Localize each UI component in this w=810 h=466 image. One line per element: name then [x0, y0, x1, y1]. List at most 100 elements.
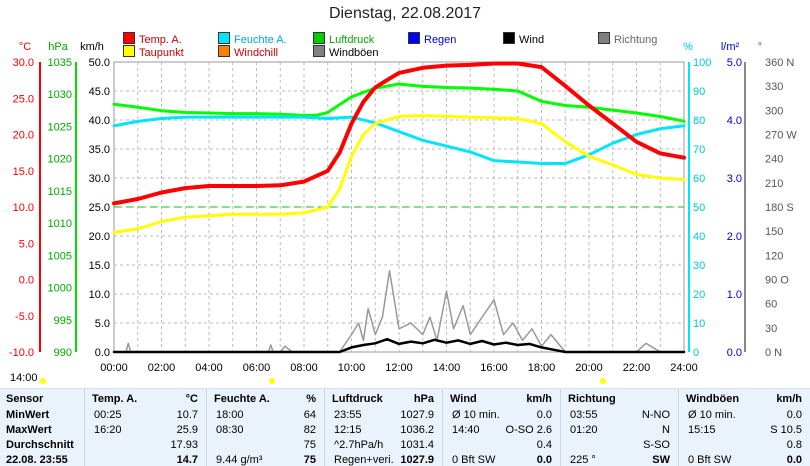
- wind-cell-label: 0 Bft SW: [452, 454, 496, 466]
- x-tick: 10:00: [338, 362, 366, 374]
- legend-item-pressure[interactable]: Luftdruck: [313, 32, 374, 46]
- press-header: Luftdruck: [332, 393, 383, 405]
- dir-cell-label: 225 °: [570, 454, 596, 466]
- pressure-tick: 990: [54, 347, 72, 359]
- pressure-tick: 1035: [48, 57, 72, 69]
- hum-column: Feuchte A.% 18:00 64 08:30 82 75 9.44 g/m³ 75: [206, 389, 325, 466]
- hum-cell-value: 64: [303, 409, 316, 421]
- legend-item-temp[interactable]: Temp. A.: [123, 32, 182, 46]
- humidity-tick: 90: [693, 86, 705, 98]
- dir-cell-label: 01:20: [570, 424, 598, 436]
- row-label-current: 22.08. 23:55: [6, 454, 68, 466]
- wind-tick: 40.0: [89, 115, 110, 127]
- direction-tick: 30: [765, 323, 777, 335]
- pressure-tick: 1010: [48, 218, 72, 230]
- direction-tick: 300: [765, 105, 783, 117]
- legend-label-windchill: Windchill: [234, 47, 279, 59]
- wind-cell-label: Ø 10 min.: [452, 409, 500, 421]
- temp-tick: 20.0: [13, 130, 34, 142]
- temp-cell-value: 25.9: [176, 424, 198, 436]
- gust-cell-label: 0 Bft SW: [688, 454, 732, 466]
- legend-label-pressure: Luftdruck: [329, 34, 375, 46]
- direction-tick: 210: [765, 178, 783, 190]
- temp-cell-label: 16:20: [94, 424, 122, 436]
- direction-unit-label: °: [758, 41, 762, 53]
- legend-label-dewpoint: Taupunkt: [139, 47, 184, 59]
- time-scrubber: 14:00: [10, 372, 606, 384]
- temp-tick: 15.0: [13, 166, 34, 178]
- temp-cell-value: 10.7: [176, 409, 198, 421]
- legend-swatch-temp: [123, 32, 135, 44]
- series-wind: [112, 337, 686, 354]
- humidity-tick: 70: [693, 144, 705, 156]
- direction-tick: 60: [765, 299, 777, 311]
- legend-label-humidity: Feuchte A.: [234, 34, 287, 46]
- hum-header: Feuchte A.: [214, 393, 270, 405]
- humidity-tick: 10: [693, 318, 705, 330]
- press-cell-value: 1027.9: [400, 409, 434, 421]
- gust-cell-label: Ø 10 min.: [688, 409, 736, 421]
- legend-item-wind[interactable]: Wind: [503, 32, 544, 46]
- press-cell-label: ^2.7hPa/h: [334, 439, 384, 451]
- direction-tick: 240: [765, 154, 783, 166]
- dir-cell-value: SW: [652, 454, 670, 466]
- wind-tick: 20.0: [89, 231, 110, 243]
- gust-cell-value: 0.0: [786, 454, 802, 466]
- scrubber-time-label: 14:00: [10, 372, 38, 384]
- wind-cell-value: 0.0: [536, 454, 552, 466]
- chart-series: [112, 61, 686, 354]
- wind-tick: 50.0: [89, 57, 110, 69]
- legend-item-gusts[interactable]: Windböen: [313, 45, 379, 59]
- legend-swatch-direction: [598, 32, 610, 44]
- pressure-tick: 1020: [48, 154, 72, 166]
- temp-unit-label: °C: [19, 41, 31, 53]
- legend-item-dewpoint[interactable]: Taupunkt: [123, 45, 184, 59]
- rain-tick: 1.0: [727, 289, 742, 301]
- x-tick: 06:00: [243, 362, 271, 374]
- hum-cell-label: 08:30: [216, 424, 244, 436]
- temp-tick: 0.0: [19, 275, 34, 287]
- x-axis-ticks: 00:00 02:00 04:00 06:00 08:00 10:00 12:00 14:00…: [100, 362, 698, 374]
- wind-column: Wind km/h Ø 10 min. 0.0 14:40 O-SO 2.6 0.4 0 Bf…: [442, 389, 561, 466]
- legend-item-humidity[interactable]: Feuchte A.: [218, 32, 287, 46]
- hum-cell-value: 82: [303, 424, 316, 436]
- dir-header: Richtung: [568, 393, 616, 405]
- wind-tick: 45.0: [89, 86, 110, 98]
- wind-tick: 10.0: [89, 289, 110, 301]
- humidity-tick: 20: [693, 289, 705, 301]
- humidity-tick: 80: [693, 115, 705, 127]
- scrubber-marker: [40, 378, 46, 384]
- legend-swatch-wind: [503, 32, 515, 44]
- wind-cell-value: 0.4: [536, 439, 552, 451]
- legend-item-direction[interactable]: Richtung: [598, 32, 657, 46]
- direction-tick: 150: [765, 226, 783, 238]
- temp-tick: 5.0: [19, 238, 34, 250]
- gust-header: Windböen: [686, 393, 740, 405]
- press-cell-label: 23:55: [334, 409, 362, 421]
- row-label-min: MinWert: [6, 409, 50, 421]
- legend-label-wind: Wind: [519, 34, 545, 46]
- humidity-tick: 100: [693, 57, 711, 69]
- rain-tick: 0.0: [727, 347, 742, 359]
- wind-tick: 25.0: [89, 202, 110, 214]
- chart-title: Dienstag, 22.08.2017: [328, 5, 482, 22]
- x-tick: 04:00: [195, 362, 223, 374]
- x-tick: 08:00: [290, 362, 318, 374]
- legend-swatch-pressure: [313, 32, 325, 44]
- wind-tick: 15.0: [89, 260, 110, 272]
- scrubber-marker: [269, 378, 275, 384]
- direction-tick: 270 W: [765, 130, 797, 142]
- x-tick: 18:00: [528, 362, 556, 374]
- wind-cell-value: 0.0: [536, 409, 552, 421]
- legend-item-rain[interactable]: Regen: [408, 32, 456, 46]
- temp-column: Temp. A. °C 00:25 10.7 16:20 25.9 17.93 14.7: [84, 389, 207, 466]
- axis-unit-labels: °C hPa km/h% l/m² °: [19, 41, 762, 53]
- x-tick: 20:00: [575, 362, 603, 374]
- wind-tick: 35.0: [89, 144, 110, 156]
- stats-table: Sensor MinWert MaxWert Durchschnitt 22.0…: [0, 388, 810, 466]
- pressure-tick: 995: [54, 315, 72, 327]
- legend-label-temp: Temp. A.: [139, 34, 182, 46]
- legend-item-windchill[interactable]: Windchill: [218, 45, 278, 59]
- x-tick: 24:00: [670, 362, 698, 374]
- direction-tick: 180 S: [765, 202, 794, 214]
